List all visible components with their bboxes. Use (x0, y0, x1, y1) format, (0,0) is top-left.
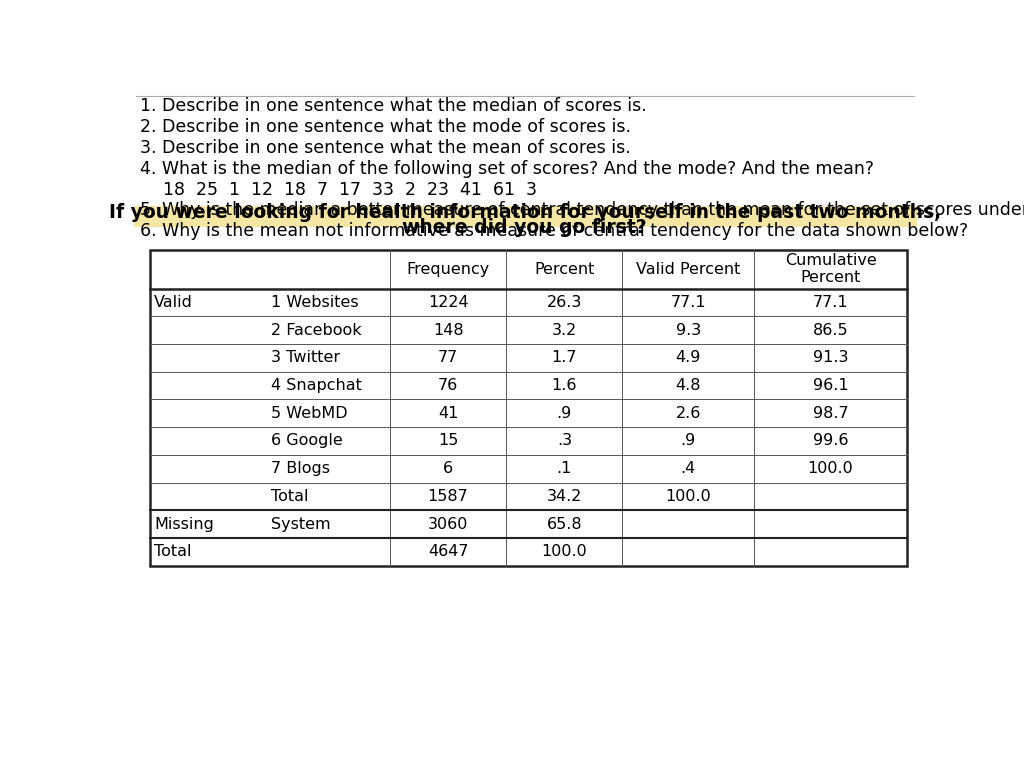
Text: 18  25  1  12  18  7  17  33  2  23  41  61  3: 18 25 1 12 18 7 17 33 2 23 41 61 3 (163, 180, 537, 198)
Text: 2 Facebook: 2 Facebook (270, 323, 361, 337)
Text: 148: 148 (433, 323, 464, 337)
Text: .1: .1 (557, 462, 572, 476)
Text: 7 Blogs: 7 Blogs (270, 462, 330, 476)
Text: 96.1: 96.1 (813, 378, 848, 393)
Text: System: System (270, 517, 330, 532)
Text: Total: Total (155, 544, 191, 559)
Text: 77: 77 (438, 351, 458, 366)
Text: 4. What is the median of the following set of scores? And the mode? And the mean: 4. What is the median of the following s… (139, 160, 873, 178)
Text: Cumulative
Percent: Cumulative Percent (784, 253, 877, 286)
Text: 2. Describe in one sentence what the mode of scores is.: 2. Describe in one sentence what the mod… (139, 118, 631, 136)
Text: 1.6: 1.6 (552, 378, 578, 393)
Text: where did you go first?: where did you go first? (402, 218, 647, 237)
Bar (150, 250, 907, 565)
Text: 98.7: 98.7 (813, 406, 848, 421)
Text: 91.3: 91.3 (813, 351, 848, 366)
Text: 4.8: 4.8 (676, 378, 701, 393)
Bar (134, 206, 916, 226)
Text: 76: 76 (438, 378, 458, 393)
Text: .4: .4 (681, 462, 696, 476)
Text: .9: .9 (681, 433, 696, 448)
Text: 65.8: 65.8 (547, 517, 582, 532)
Text: Missing: Missing (155, 517, 214, 532)
Text: 1 Websites: 1 Websites (270, 295, 358, 310)
Text: 100.0: 100.0 (542, 544, 587, 559)
Text: 77.1: 77.1 (671, 295, 707, 310)
Text: 6. Why is the mean not informative as measure of central tendency for the data s: 6. Why is the mean not informative as me… (139, 222, 968, 241)
Text: 4647: 4647 (428, 544, 468, 559)
Text: 1. Describe in one sentence what the median of scores is.: 1. Describe in one sentence what the med… (139, 98, 646, 116)
Text: .9: .9 (557, 406, 572, 421)
Text: 3. Describe in one sentence what the mean of scores is.: 3. Describe in one sentence what the mea… (139, 139, 631, 157)
Text: 99.6: 99.6 (813, 433, 848, 448)
Text: 4 Snapchat: 4 Snapchat (270, 378, 361, 393)
Text: 1587: 1587 (428, 489, 468, 504)
Text: 3060: 3060 (428, 517, 468, 532)
Text: .3: .3 (557, 433, 571, 448)
Text: 34.2: 34.2 (547, 489, 582, 504)
Text: Percent: Percent (535, 262, 595, 276)
Text: 77.1: 77.1 (813, 295, 848, 310)
Text: 5. Why is the median a better measure of central tendency than the mean for the : 5. Why is the median a better measure of… (139, 201, 1024, 219)
Text: 1224: 1224 (428, 295, 468, 310)
Text: 4.9: 4.9 (676, 351, 701, 366)
Text: 100.0: 100.0 (808, 462, 853, 476)
Text: Frequency: Frequency (407, 262, 489, 276)
Text: 6: 6 (443, 462, 454, 476)
Text: 3.2: 3.2 (552, 323, 577, 337)
Text: 86.5: 86.5 (813, 323, 848, 337)
Text: If you were looking for health information for yourself in the past two months,: If you were looking for health informati… (109, 203, 941, 222)
Text: 15: 15 (438, 433, 459, 448)
Text: 41: 41 (438, 406, 459, 421)
Text: 3 Twitter: 3 Twitter (270, 351, 340, 366)
Text: 6 Google: 6 Google (270, 433, 342, 448)
Text: 26.3: 26.3 (547, 295, 582, 310)
Text: Valid Percent: Valid Percent (636, 262, 740, 276)
Text: 9.3: 9.3 (676, 323, 701, 337)
Text: Total: Total (270, 489, 308, 504)
Text: 5 WebMD: 5 WebMD (270, 406, 347, 421)
Text: 100.0: 100.0 (666, 489, 712, 504)
Text: 2.6: 2.6 (676, 406, 701, 421)
Text: 1.7: 1.7 (552, 351, 578, 366)
Text: Valid: Valid (155, 295, 194, 310)
